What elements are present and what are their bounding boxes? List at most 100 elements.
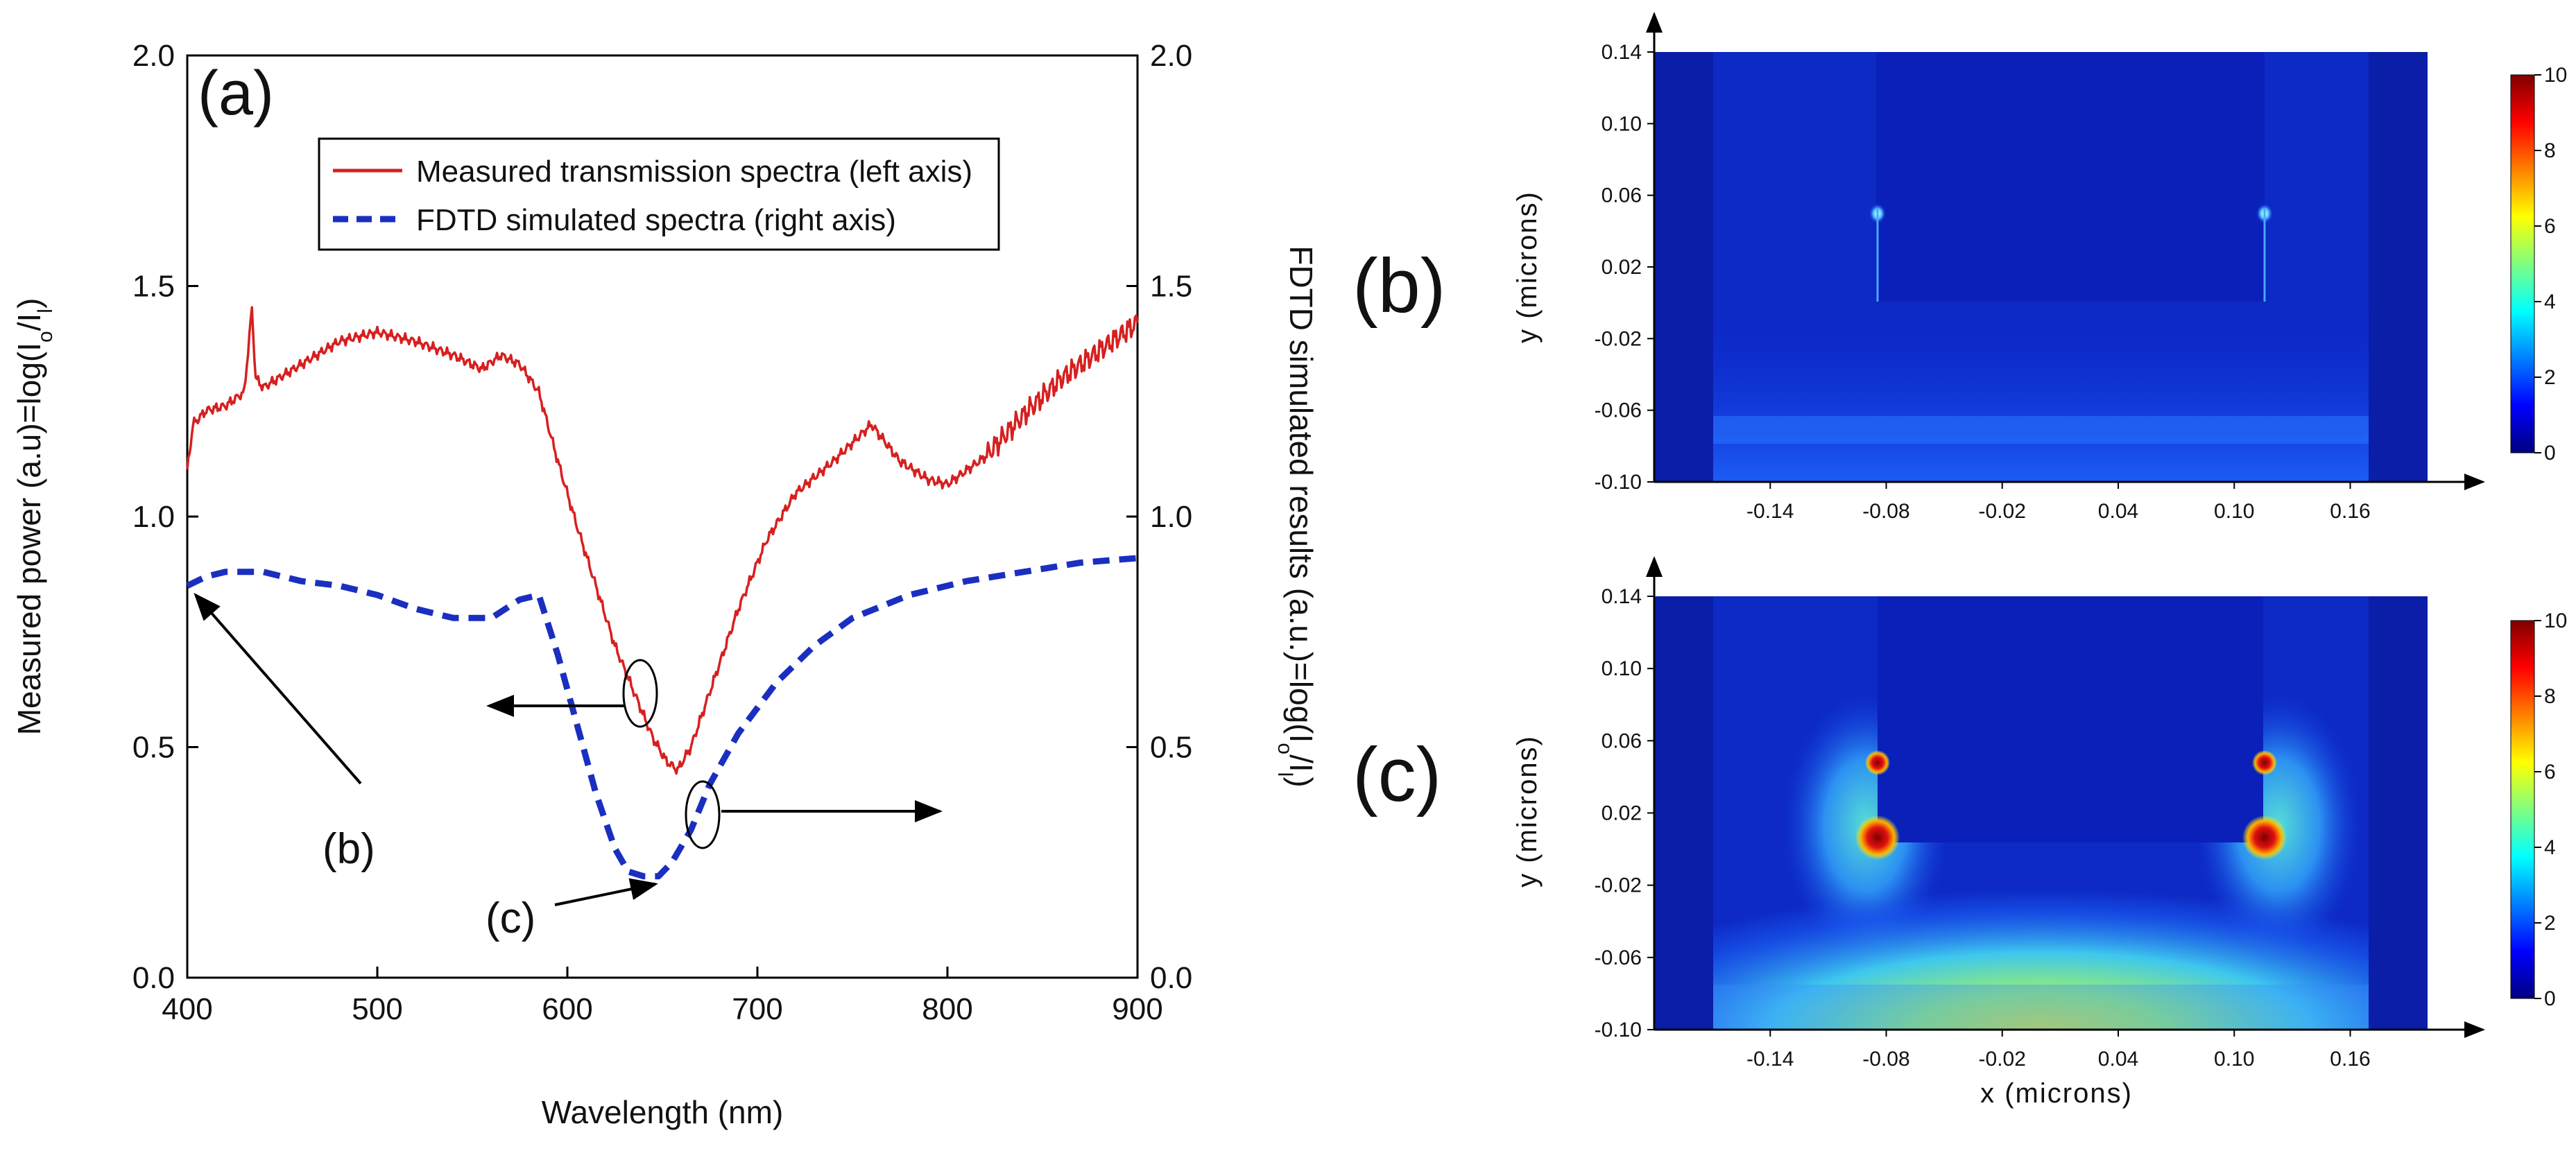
colorbar-tick-label: 6 (2544, 761, 2556, 784)
legend: Measured transmission spectra (left axis… (318, 137, 1000, 251)
heatmap-c-y-title: y (microns) (1512, 735, 1543, 888)
left-y-tick-label: 1.0 (132, 500, 175, 534)
panel-label-a: (a) (198, 59, 274, 128)
heatmap-b-base-strip (1713, 416, 2369, 444)
y-tick-label: 0.10 (1602, 112, 1642, 135)
colorbar-c-ticks: 0 2 4 6 8 10 (2534, 609, 2567, 1010)
field-map-c: 0.14 0.10 0.06 0.02 -0.02 -0.06 -0.10 -0.14 -0.0… (1512, 556, 2567, 1109)
measured-curve-marker (622, 659, 658, 728)
left-y-tick-label: 2.0 (132, 39, 175, 73)
field-map-b: 0.14 0.10 0.06 0.02 -0.02 -0.06 -0.10 -0.14 -0.0… (1512, 12, 2567, 523)
colorbar-tick-label: 10 (2544, 64, 2567, 87)
x-tick-label: 400 (162, 992, 212, 1026)
y-tick-label: 0.10 (1602, 657, 1642, 680)
panel-label-b: (b) (1353, 243, 1445, 329)
arrow-to-point-b (194, 592, 362, 785)
panel-label-c: (c) (1353, 732, 1441, 817)
heatmap-c-axes: 0.14 0.10 0.06 0.02 -0.02 -0.06 -0.10 -0.14 -0.0… (1595, 556, 2485, 1071)
x-tick-label: -0.02 (1979, 1048, 2026, 1071)
x-tick-label: -0.14 (1746, 500, 1794, 523)
y-tick-label: 0.02 (1602, 256, 1642, 279)
heatmap-c-hotspot-right-top (2252, 750, 2277, 775)
x-tick-label: 900 (1112, 992, 1162, 1026)
y-tick-label: 0.06 (1602, 729, 1642, 752)
left-y-axis-title: Measured power (a.u)=log(Io/Il) (11, 298, 57, 736)
y-tick-label: -0.02 (1595, 874, 1642, 897)
y-tick-label: -0.06 (1595, 946, 1642, 969)
data-series (186, 306, 1139, 880)
x-tick-label: 0.04 (2098, 1048, 2138, 1071)
x-tick-label: 0.10 (2214, 1048, 2254, 1071)
fdtd-curve-marker (685, 780, 721, 849)
y-tick-label: -0.10 (1595, 471, 1642, 494)
x-axis-title: Wavelength (nm) (542, 1094, 784, 1130)
colorbar-b (2510, 74, 2535, 453)
y-tick-label: 0.06 (1602, 184, 1642, 207)
x-tick-label: 700 (732, 992, 782, 1026)
heatmap-c-x-title: x (microns) (1980, 1078, 2133, 1109)
colorbar-b-ticks: 0 2 4 6 8 10 (2534, 64, 2567, 465)
left-y-tick-label: 0.0 (132, 961, 175, 995)
measured-series-line (186, 306, 1139, 775)
annotations: (b) (c) (194, 592, 943, 942)
colorbar-tick-label: 0 (2544, 987, 2556, 1010)
heatmap-c-hotspot-left-top (1865, 750, 1890, 775)
y-tick-label: -0.10 (1595, 1019, 1642, 1041)
colorbar-c (2510, 620, 2535, 999)
x-tick-label: 0.10 (2214, 500, 2254, 523)
x-tick-label: -0.08 (1862, 1048, 1909, 1071)
heatmap-b-lower-band (1713, 302, 2369, 482)
legend-label-fdtd: FDTD simulated spectra (right axis) (416, 203, 896, 237)
colorbar-tick-label: 4 (2544, 291, 2556, 313)
x-tick-label: 500 (352, 992, 402, 1026)
colorbar-tick-label: 10 (2544, 609, 2567, 632)
x-tick-label: 800 (922, 992, 972, 1026)
colorbar-tick-label: 4 (2544, 836, 2556, 859)
fdtd-series-line (186, 555, 1138, 880)
legend-label-measured: Measured transmission spectra (left axis… (416, 155, 972, 189)
annotation-c: (c) (486, 894, 535, 942)
left-y-tick-label: 0.5 (132, 731, 175, 765)
colorbar-tick-label: 0 (2544, 442, 2556, 465)
y-tick-label: 0.14 (1602, 41, 1642, 64)
x-axis: 400 500 600 700 800 900 (162, 967, 1163, 1026)
x-tick-label: 0.16 (2330, 500, 2370, 523)
heatmap-b-rod (1876, 52, 2265, 302)
heatmap-c-base-strip (1713, 985, 2369, 1030)
heatmap-c-hotspot-left-bottom (1855, 815, 1900, 860)
y-tick-label: 0.02 (1602, 802, 1642, 825)
y-tick-label: 0.14 (1602, 585, 1642, 608)
y-tick-label: -0.06 (1595, 399, 1642, 422)
spectra-chart: 400 500 600 700 800 900 0.00.51.01.52.0 0.00.… (11, 39, 1319, 1130)
right-y-tick-label: 0.0 (1150, 961, 1192, 995)
x-tick-label: 0.16 (2330, 1048, 2370, 1071)
colorbar-tick-label: 2 (2544, 912, 2556, 935)
right-y-tick-label: 2.0 (1150, 39, 1192, 73)
colorbar-tick-label: 6 (2544, 215, 2556, 238)
colorbar-tick-label: 8 (2544, 685, 2556, 708)
heatmap-c-lower-field (1713, 842, 2369, 1030)
heatmap-b-y-title: y (microns) (1512, 191, 1543, 343)
heatmap-c-hotspot-right-bottom (2242, 815, 2287, 860)
colorbar-tick-label: 2 (2544, 366, 2556, 389)
legend-box (318, 137, 1000, 251)
x-tick-label: 0.04 (2098, 500, 2138, 523)
right-y-tick-label: 1.5 (1150, 270, 1192, 304)
y-tick-label: -0.02 (1595, 327, 1642, 350)
x-tick-label: -0.14 (1746, 1048, 1794, 1071)
left-y-tick-label: 1.5 (132, 270, 175, 304)
heatmap-b-axes: 0.14 0.10 0.06 0.02 -0.02 -0.06 -0.10 -0.14 -0.0… (1595, 12, 2485, 523)
x-tick-label: -0.02 (1979, 500, 2026, 523)
arrow-to-point-c (554, 878, 658, 906)
x-tick-label: 600 (542, 992, 592, 1026)
colorbar-tick-label: 8 (2544, 139, 2556, 162)
right-y-tick-label: 0.5 (1150, 731, 1192, 765)
right-y-tick-label: 1.0 (1150, 500, 1192, 534)
x-tick-label: -0.08 (1862, 500, 1909, 523)
right-y-axis-title: FDTD simulated results (a.u.)=log(Io/Il) (1274, 245, 1320, 787)
heatmap-c-rod (1878, 596, 2263, 842)
left-y-axis: 0.0 0.5 1.0 1.5 2.0 (132, 39, 198, 995)
right-y-axis: 0.0 0.5 1.0 1.5 2.0 (1126, 39, 1192, 995)
annotation-b: (b) (323, 825, 375, 873)
